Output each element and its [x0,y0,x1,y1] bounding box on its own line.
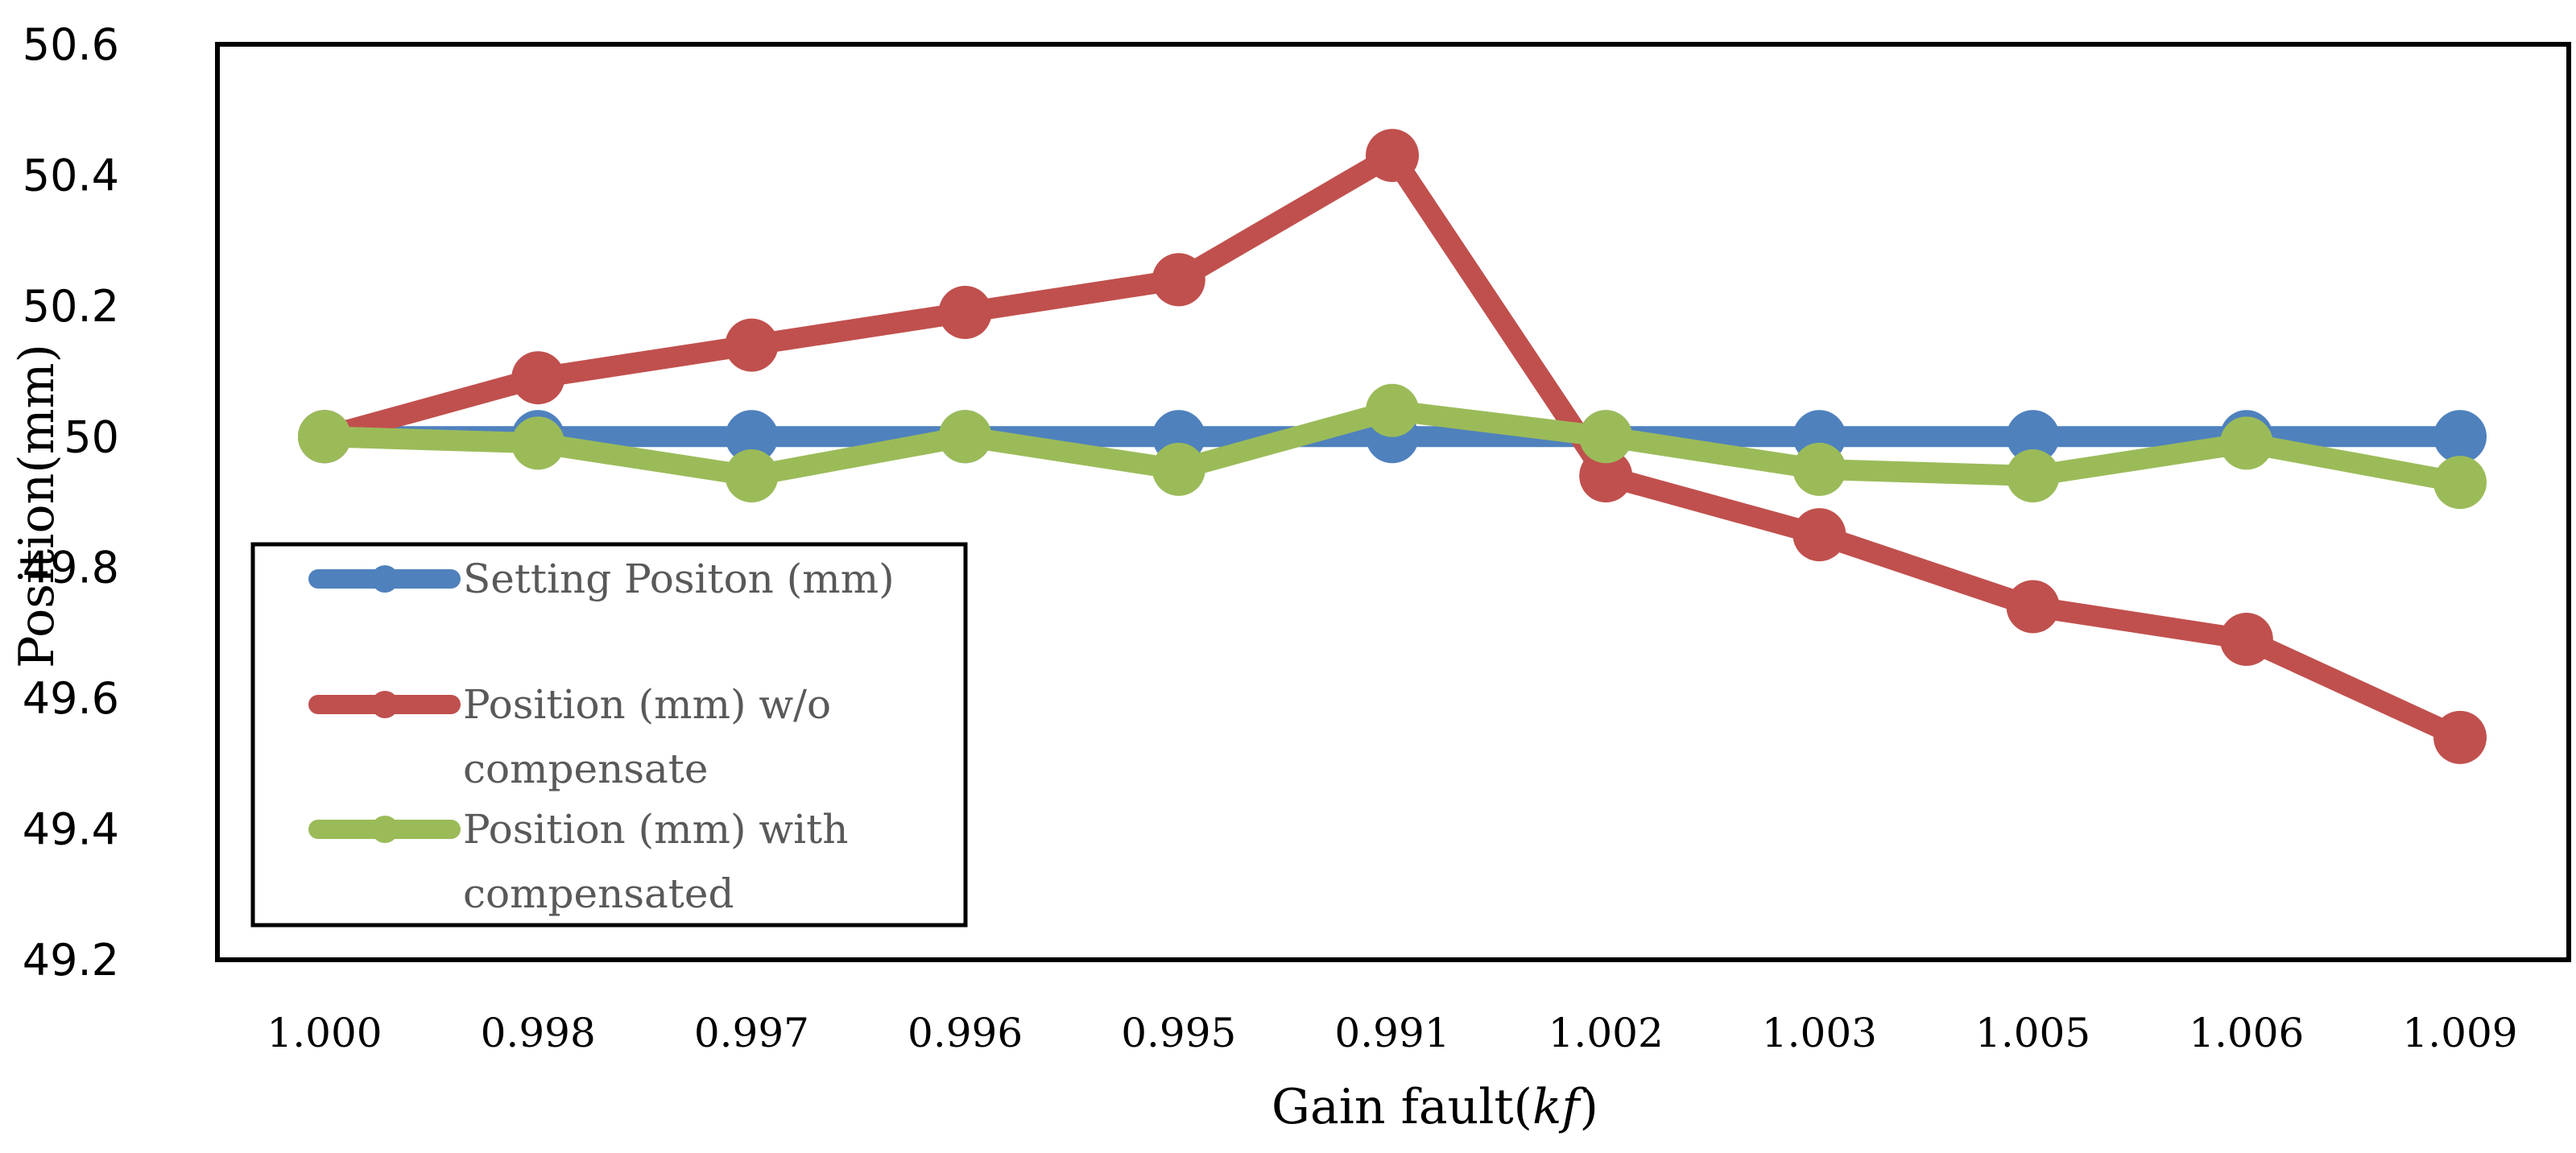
legend-entry: Setting Positon (mm) [308,556,895,602]
y-tick-label: 50 [64,411,119,462]
legend-label-line: compensate [463,746,708,792]
legend-entry: Position (mm) with compensated [308,806,848,917]
series-point [2219,416,2273,470]
x-axis-title-main: Gain fault( [1271,1079,1532,1135]
series-point [2433,710,2487,764]
x-axis-title-suffix: ) [1580,1079,1598,1135]
series-3 [298,383,2487,510]
legend-box [250,542,968,928]
series-point [511,416,565,470]
legend-label-line: compensated [463,870,734,917]
x-tick-label: 1.005 [1975,1010,2090,1056]
series-point [1366,129,1419,183]
series-point [298,410,351,464]
series-point [938,285,992,339]
legend-swatch-marker [371,816,399,843]
x-tick-label: 0.996 [908,1010,1023,1056]
y-tick-label: 49.6 [23,673,119,724]
y-tick-label: 49.8 [23,543,119,593]
legend-label-line: Setting Positon (mm) [463,556,895,602]
x-tick-label: 0.991 [1334,1010,1449,1056]
series-point [2006,580,2060,634]
x-tick-label: 0.998 [481,1010,596,1056]
y-tick-label: 50.6 [23,19,119,70]
x-axis-title: Gain fault(kf) [1271,1079,1598,1135]
series-point [2006,410,2060,464]
series-point [1579,449,1633,503]
legend-label-line: Position (mm) w/o [463,681,831,728]
x-tick-label: 1.006 [2189,1010,2304,1056]
series-point [1579,410,1633,464]
series-point [2219,613,2273,667]
series-point [1152,253,1205,307]
series-point [1792,442,1846,496]
plot-area-frame [215,42,2571,962]
series-point [725,410,779,464]
x-tick-label: 1.003 [1762,1010,1877,1056]
y-axis-title: Position(mm) [9,344,65,668]
y-tick-label: 49.4 [23,804,119,855]
legend-label: Position (mm) w/o compensate [463,681,831,792]
legend-swatch-marker [371,565,399,593]
series-point [1792,508,1846,562]
y-axis-ticks: 49.2 49.4 49.6 49.8 50 50.2 50.4 50.6 [23,19,119,986]
y-tick-label: 49.2 [23,935,119,986]
legend-label: Setting Positon (mm) [463,556,895,602]
x-tick-label: 0.997 [694,1010,809,1056]
legend-label-line: Position (mm) with [463,806,848,853]
x-tick-label: 1.000 [267,1010,382,1056]
series-point [1366,383,1419,437]
series-point [1152,442,1205,496]
x-axis-title-italic: kf [1532,1079,1587,1135]
series-point [938,410,992,464]
x-tick-label: 0.995 [1121,1010,1236,1056]
series-point [725,449,779,503]
legend-entry: Position (mm) w/o compensate [308,681,831,792]
x-axis-ticks: 1.000 0.998 0.997 0.996 0.995 0.991 1.002 1.003… [267,1010,2517,1056]
series-point [2433,410,2487,464]
series-point [725,318,779,372]
legend: Setting Positon (mm) Position (mm) w/o com… [250,542,968,928]
legend-label: Position (mm) with compensated [463,806,848,917]
x-tick-label: 1.009 [2402,1010,2517,1056]
series-layer [298,129,2487,764]
series-point [2006,449,2060,503]
legend-swatch-marker [371,691,399,718]
x-tick-label: 1.002 [1548,1010,1664,1056]
y-tick-label: 50.4 [23,150,119,200]
y-tick-label: 50.2 [23,281,119,332]
series-point [511,351,565,405]
series-point [2433,456,2487,510]
